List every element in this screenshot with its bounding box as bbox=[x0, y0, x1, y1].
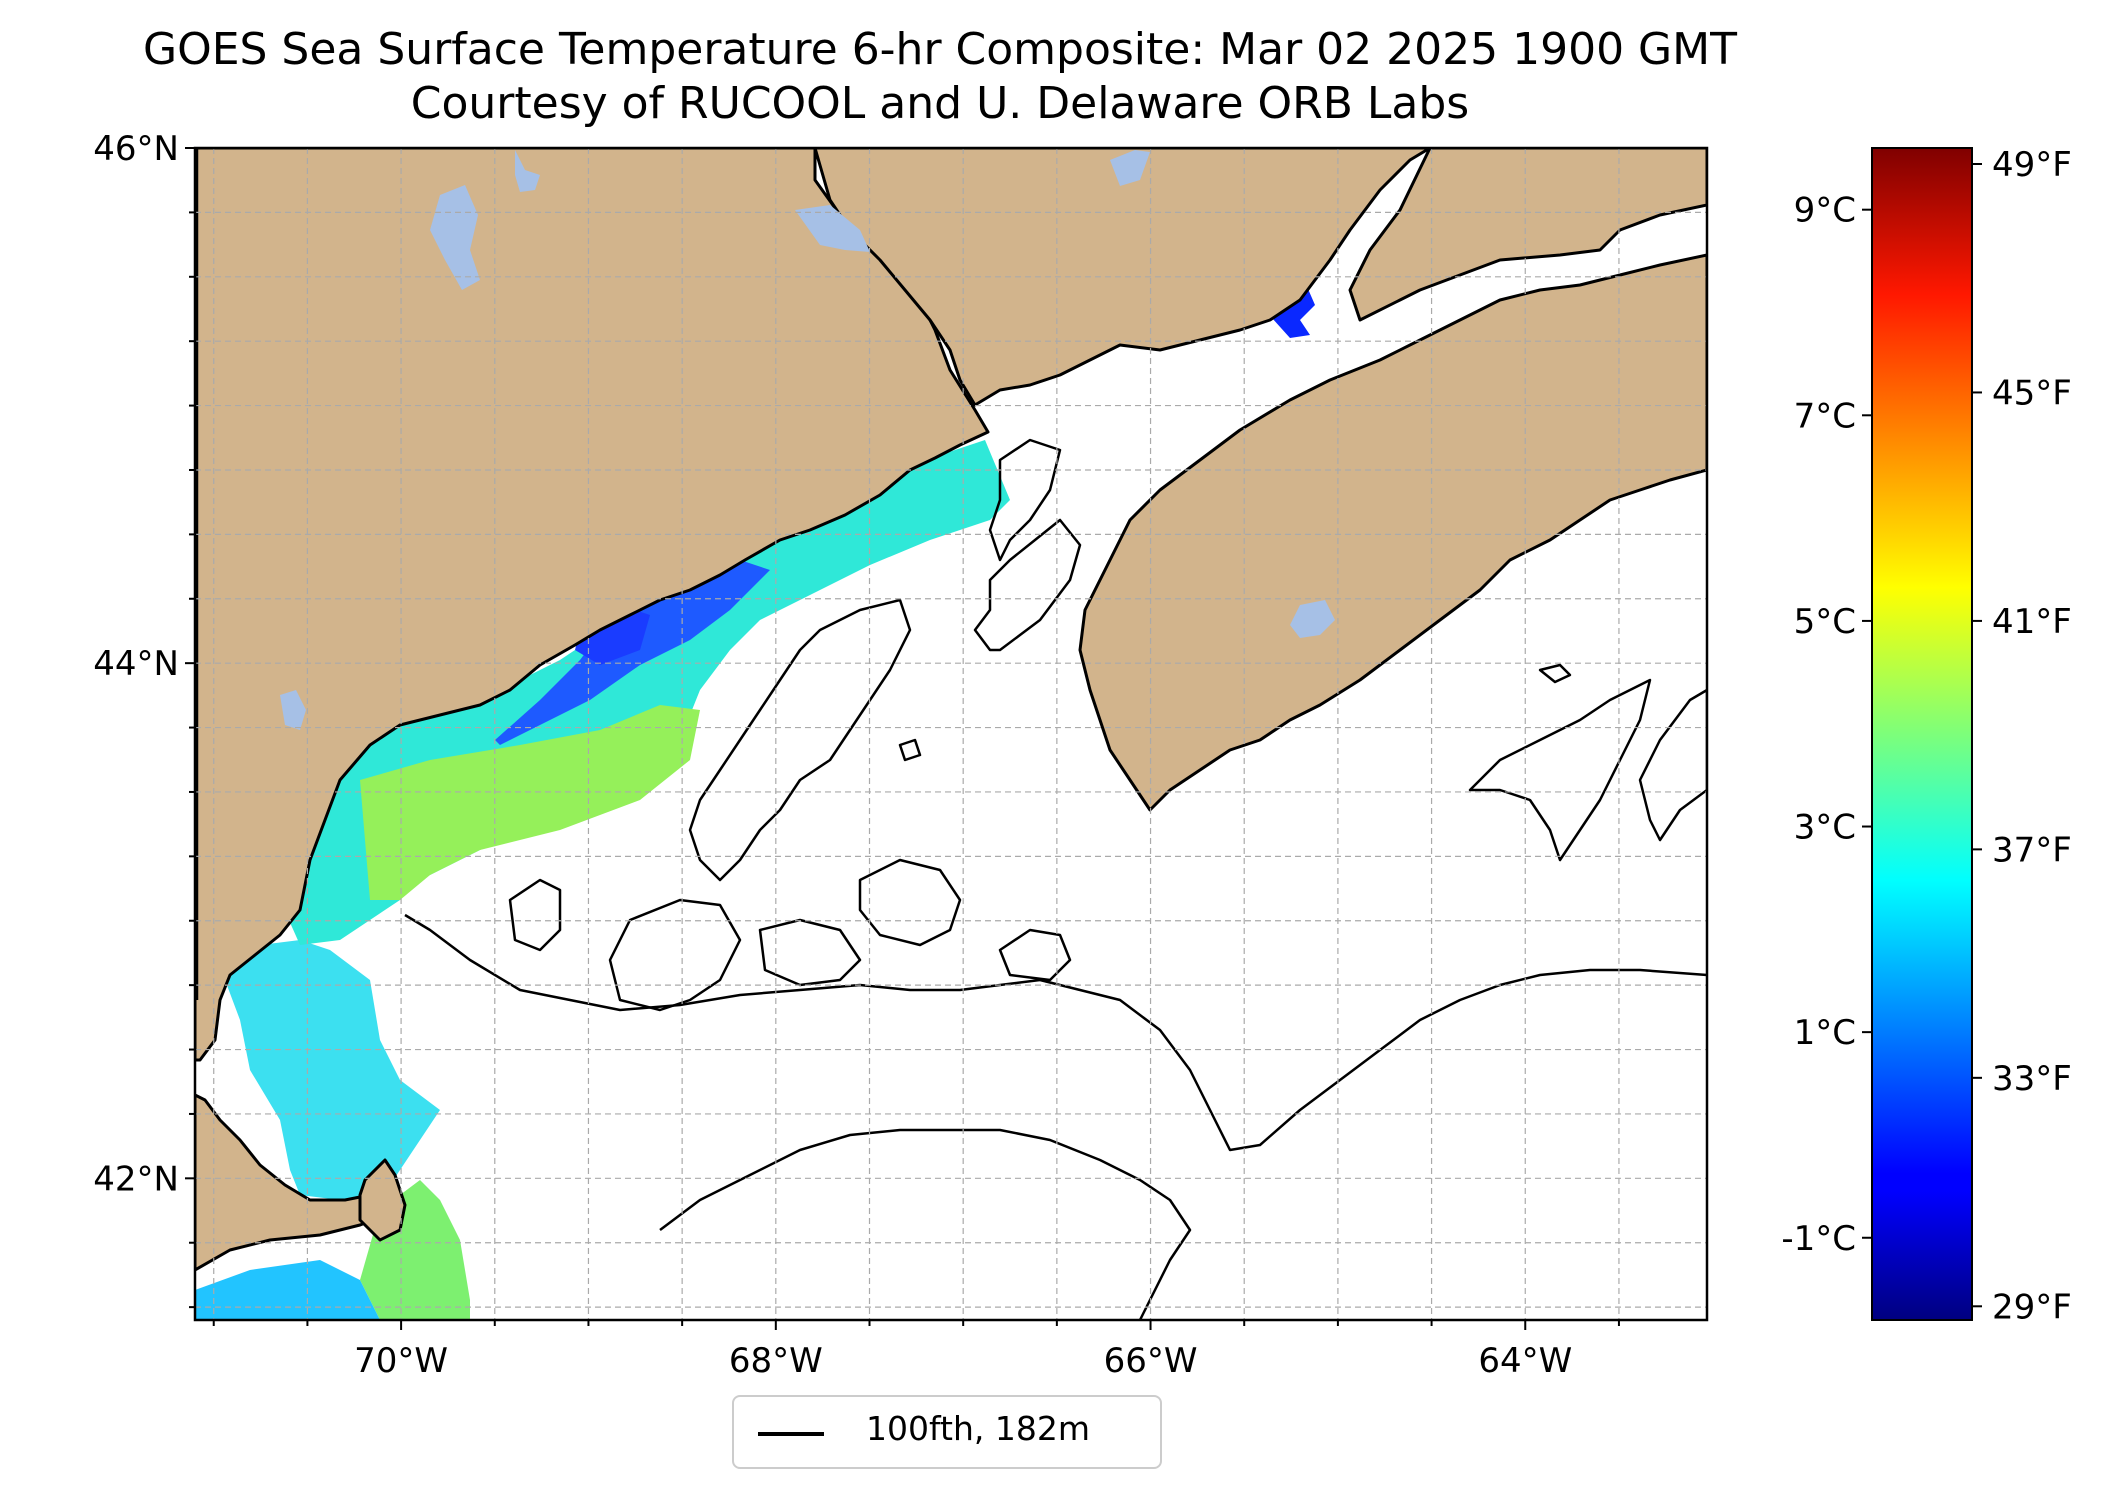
legend-line-swatch bbox=[758, 1432, 824, 1436]
lon-tick-label: 66°W bbox=[1104, 1341, 1198, 1381]
lon-tick-label: 64°W bbox=[1478, 1341, 1572, 1381]
isobath-inner-3 bbox=[608, 898, 742, 1012]
isobath-east-2 bbox=[1638, 688, 1707, 842]
colorbar-c-tick-label: 3°C bbox=[1794, 808, 1856, 848]
isobath-inner-5 bbox=[858, 858, 962, 947]
isobath-georges-bank bbox=[659, 1128, 1192, 1320]
land-cape-cod bbox=[195, 1093, 402, 1272]
map-title: GOES Sea Surface Temperature 6-hr Compos… bbox=[142, 24, 1737, 75]
lon-tick-label: 70°W bbox=[354, 1341, 448, 1381]
colorbar-celsius-ticks: 9°C 7°C 5°C 3°C 1°C -1°C bbox=[1781, 191, 1872, 1259]
longitude-ticks: 70°W 68°W 66°W 64°W bbox=[212, 1320, 1620, 1381]
isobath-small-1 bbox=[898, 738, 922, 762]
isobath-inner-1 bbox=[688, 598, 912, 882]
colorbar-f-tick-label: 29°F bbox=[1992, 1287, 2072, 1327]
colorbar-fahrenheit-ticks: 49°F 45°F 41°F 37°F 33°F 29°F bbox=[1972, 145, 2072, 1327]
land-nova-scotia bbox=[1078, 253, 1707, 812]
colorbar-c-tick-label: -1°C bbox=[1781, 1219, 1856, 1259]
sst-data-layer bbox=[195, 282, 1315, 1320]
colorbar-c-tick-label: 7°C bbox=[1794, 396, 1856, 436]
isobath-main-slope bbox=[404, 913, 1707, 1152]
isobath-legend: 100fth, 182m bbox=[732, 1395, 1162, 1469]
isobath-100fth bbox=[404, 438, 1707, 1320]
latitude-ticks: 46°N 44°N 42°N bbox=[93, 129, 195, 1309]
colorbar-c-tick-label: 1°C bbox=[1794, 1013, 1856, 1053]
isobath-inner-6 bbox=[998, 928, 1072, 982]
lake-3 bbox=[1110, 150, 1150, 186]
land-cape-cod-arm bbox=[358, 1158, 407, 1242]
lakes-layer bbox=[280, 150, 1335, 730]
colorbar: 9°C 7°C 5°C 3°C 1°C -1°C 49°F 45°F 41°F 37°F 33°F… bbox=[1781, 145, 2071, 1327]
land-maine-nh-ma bbox=[195, 148, 990, 1062]
colorbar-f-tick-label: 41°F bbox=[1992, 602, 2072, 642]
sst-patch-cape-cod-bay bbox=[225, 940, 440, 1200]
colorbar-f-tick-label: 49°F bbox=[1992, 145, 2072, 185]
colorbar-frame bbox=[1871, 147, 1973, 1321]
map-area bbox=[195, 148, 1707, 1320]
gridlines bbox=[195, 148, 1707, 1320]
isobath-inner-4 bbox=[758, 918, 862, 987]
colorbar-f-tick-label: 33°F bbox=[1992, 1059, 2072, 1099]
isobath-small-2 bbox=[1538, 663, 1572, 684]
isobath-east-1 bbox=[1468, 678, 1652, 862]
lat-tick-label: 42°N bbox=[93, 1159, 179, 1199]
lat-tick-label: 46°N bbox=[93, 129, 179, 169]
isobath-inner-2 bbox=[508, 878, 562, 952]
lake-1 bbox=[430, 185, 480, 290]
lake-2 bbox=[515, 150, 540, 192]
colorbar-f-tick-label: 45°F bbox=[1992, 373, 2072, 413]
isobath-bay-fundy bbox=[988, 438, 1062, 562]
colorbar-gradient bbox=[1872, 148, 1972, 1320]
lat-tick-label: 44°N bbox=[93, 644, 179, 684]
map-subtitle: Courtesy of RUCOOL and U. Delaware ORB L… bbox=[410, 78, 1470, 129]
colorbar-c-tick-label: 9°C bbox=[1794, 191, 1856, 231]
lake-4 bbox=[795, 205, 870, 252]
colorbar-f-tick-label: 37°F bbox=[1992, 830, 2072, 870]
map-frame bbox=[193, 146, 1709, 1322]
lake-6 bbox=[280, 690, 306, 730]
colorbar-c-tick-label: 5°C bbox=[1794, 602, 1856, 642]
lon-tick-label: 68°W bbox=[729, 1341, 823, 1381]
legend-label: 100fth, 182m bbox=[866, 1409, 1090, 1448]
sst-patch-warm-offshore bbox=[360, 705, 700, 900]
lake-5 bbox=[1290, 600, 1335, 638]
sst-patch-cold-bay bbox=[575, 605, 650, 665]
isobath-jordan-basin bbox=[973, 518, 1082, 652]
sst-patch-nantucket-sound bbox=[195, 1260, 380, 1320]
